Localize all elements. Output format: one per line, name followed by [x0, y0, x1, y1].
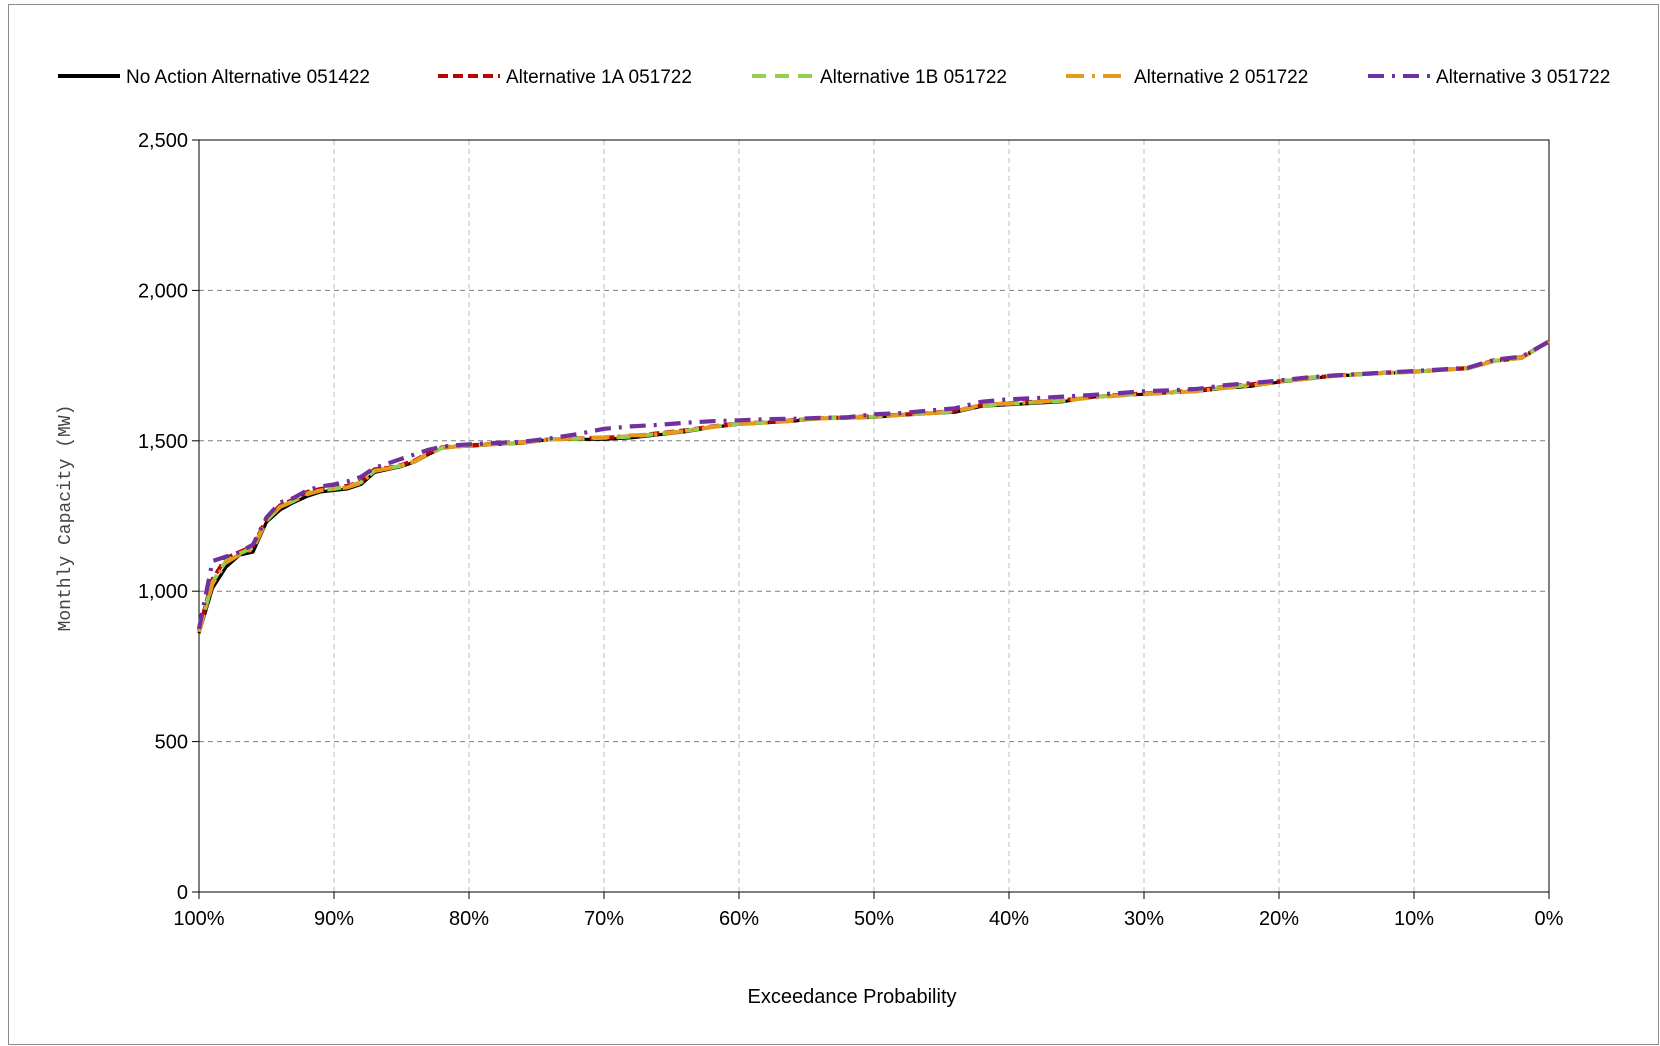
- series-lines: [196, 339, 1551, 634]
- axes: [192, 139, 1550, 899]
- grid-lines: [199, 139, 1550, 892]
- x-tick-label: 100%: [173, 908, 224, 930]
- legend-label-1: No Action Alternative 051422: [126, 67, 370, 88]
- series-line-5: [196, 339, 1551, 630]
- y-tick-label: 2,500: [138, 130, 188, 152]
- x-axis-label: Exceedance Probability: [747, 986, 956, 1008]
- legend: No Action Alternative 051422 Alternative …: [58, 67, 1610, 88]
- x-tick-label: 20%: [1259, 908, 1299, 930]
- x-tick-label: 30%: [1124, 908, 1164, 930]
- x-tick-label: 60%: [719, 908, 759, 930]
- y-tick-label: 0: [177, 882, 188, 904]
- y-tick-label: 500: [155, 732, 188, 754]
- x-tick-label: 80%: [449, 908, 489, 930]
- legend-label-3: Alternative 1B 051722: [820, 67, 1007, 88]
- x-tick-label: 90%: [314, 908, 354, 930]
- x-tick-label: 50%: [854, 908, 894, 930]
- y-tick-label: 2,000: [138, 280, 188, 302]
- series-line-4: [197, 339, 1551, 633]
- tick-labels: 100% 90% 80% 70% 60% 50% 40% 30% 20% 10% 0% 0 500 1,0…: [138, 130, 1564, 930]
- x-tick-label: 70%: [584, 908, 624, 930]
- x-tick-label: 10%: [1394, 908, 1434, 930]
- y-tick-label: 1,500: [138, 431, 188, 453]
- chart-frame: [8, 4, 1659, 1045]
- legend-label-4: Alternative 2 051722: [1134, 67, 1308, 88]
- y-tick-label: 1,000: [138, 581, 188, 603]
- x-tick-label: 0%: [1535, 908, 1564, 930]
- legend-label-5: Alternative 3 051722: [1436, 67, 1610, 88]
- y-axis-label: Monthly Capacity (MW): [56, 405, 76, 632]
- plot-area-border: [198, 139, 1550, 893]
- x-tick-label: 40%: [989, 908, 1029, 930]
- legend-label-2: Alternative 1A 051722: [506, 67, 692, 88]
